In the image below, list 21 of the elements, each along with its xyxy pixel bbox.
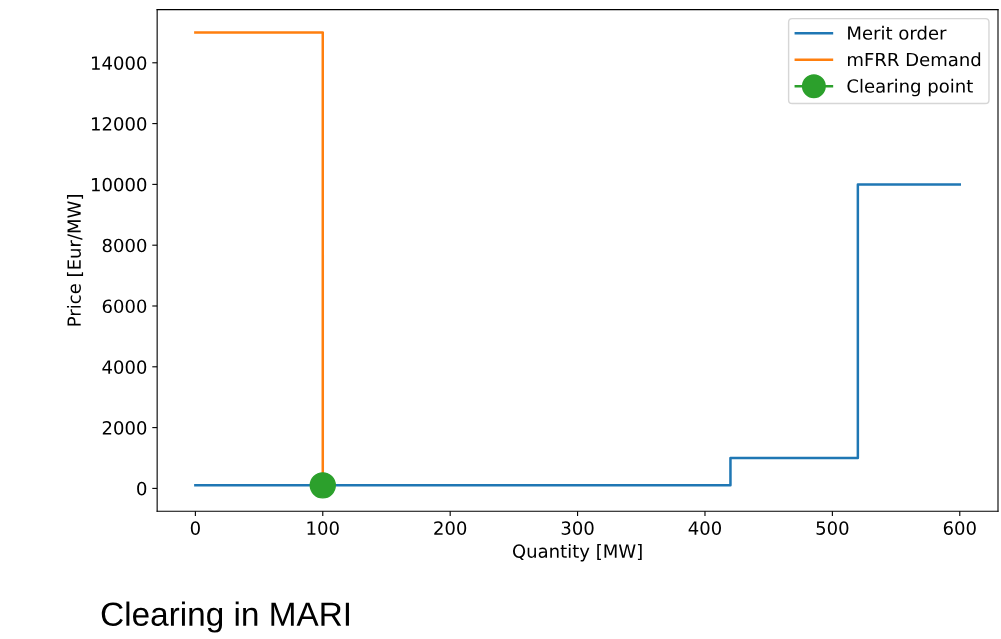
y-tick-label: 10000	[91, 177, 147, 192]
x-axis-title: Quantity [MW]	[512, 543, 642, 562]
y-tick-label: 14000	[91, 56, 147, 70]
legend-label: Merit order	[848, 25, 947, 40]
y-tick-label: 8000	[102, 238, 147, 253]
x-tick-label: 600	[943, 521, 976, 535]
x-tick-label: 500	[816, 521, 849, 535]
x-tick-label: 0	[190, 521, 200, 535]
y-tick-label: 12000	[91, 117, 147, 131]
y-axis-title: Price [Eur/MW]	[66, 195, 84, 326]
y-tick-label: 4000	[102, 360, 147, 374]
x-tick-label: 100	[307, 521, 339, 535]
y-tick-label: 0	[137, 481, 147, 496]
x-tick-label: 200	[434, 521, 467, 535]
x-tick-label: 400	[688, 521, 722, 535]
y-tick-label: 2000	[102, 421, 147, 435]
y-tick-label: 6000	[102, 299, 147, 314]
legend-label: Clearing point	[847, 78, 973, 97]
text: Clearing in MARI	[101, 601, 349, 633]
legend-label: mFRR Demand	[848, 52, 981, 67]
x-tick-label: 300	[561, 521, 594, 535]
